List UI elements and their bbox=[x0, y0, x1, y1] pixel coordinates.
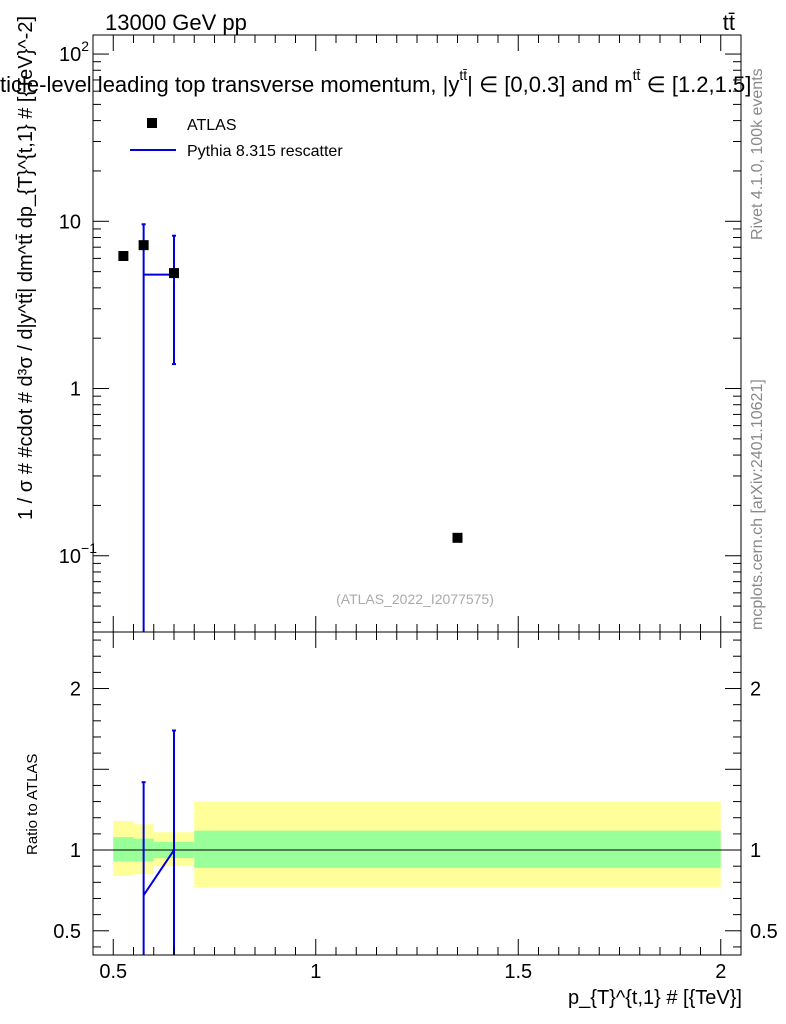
main-y-tick-label: 102 bbox=[59, 38, 89, 66]
rivet-label: Rivet 4.1.0, 100k events bbox=[749, 68, 766, 240]
atlas-data-point bbox=[138, 240, 149, 251]
ratio-panel-frame bbox=[92, 631, 742, 956]
main-panel: 10−1 1 10 102 (ATLAS_2022_I2077575) 1 / σ #… bbox=[15, 16, 742, 633]
main-y-tick-label: 1 bbox=[70, 379, 81, 401]
ratio-y-tick-label-right: 0.5 bbox=[750, 921, 778, 943]
ratio-ticks: 0.5 1 1.5 2 0.5 0.5 1 1 2 2 bbox=[53, 632, 778, 983]
x-tick-label: 1 bbox=[310, 961, 321, 983]
main-ticks: 10−1 1 10 102 bbox=[59, 35, 742, 632]
ratio-band-inner bbox=[194, 830, 721, 868]
ratio-y-tick-label: 0.5 bbox=[53, 921, 81, 943]
atlas-data-point bbox=[169, 268, 179, 279]
plot-title-sup2: tt̄ bbox=[633, 67, 641, 83]
main-y-tick-label: 10−1 bbox=[59, 540, 97, 568]
atlas-data-point bbox=[118, 251, 129, 262]
ratio-panel: 0.5 1 1.5 2 0.5 0.5 1 1 2 2 Ratio to ATLAS p_{T}^… bbox=[24, 631, 778, 1009]
legend-data-marker bbox=[147, 118, 157, 128]
mcplots-label: mcplots.cern.ch [arXiv:2401.10621] bbox=[749, 379, 766, 630]
main-y-axis-label: 1 / σ # #cdot # d³σ / d|y^tt̄| dm^tt̄ dp… bbox=[15, 16, 37, 520]
plot-title: ticle-level leading top transverse momen… bbox=[0, 67, 751, 97]
ratio-y-tick-label-right: 2 bbox=[750, 679, 761, 701]
main-marks bbox=[118, 223, 463, 632]
ratio-band-inner bbox=[113, 837, 134, 862]
atlas-data-point bbox=[452, 532, 463, 543]
main-y-tick-label: 10 bbox=[59, 211, 81, 233]
energy-label: 13000 GeV pp bbox=[105, 10, 247, 35]
x-tick-label: 0.5 bbox=[99, 961, 127, 983]
ratio-y-tick-label-right: 1 bbox=[750, 840, 761, 862]
ratio-y-tick-label: 1 bbox=[70, 840, 81, 862]
plot-title-part2: | ∈ [0,0.3] and m bbox=[467, 72, 633, 97]
x-axis-label: p_{T}^{t,1} # [{TeV}] bbox=[568, 987, 742, 1009]
legend-mc-label: Pythia 8.315 rescatter bbox=[187, 143, 343, 160]
ratio-y-tick-label: 2 bbox=[70, 679, 81, 701]
watermark: (ATLAS_2022_I2077575) bbox=[336, 591, 494, 607]
ratio-y-axis-label: Ratio to ATLAS bbox=[24, 754, 41, 855]
ratio-marks bbox=[93, 729, 741, 955]
plot-title-part1: ticle-level leading top transverse momen… bbox=[0, 72, 459, 97]
ratio-mc-line bbox=[142, 849, 175, 896]
x-tick-label: 1.5 bbox=[504, 961, 532, 983]
x-tick-label: 2 bbox=[715, 961, 726, 983]
plot-title-part3: ∈ [1.2,1.5] bbox=[640, 72, 751, 97]
legend: ATLAS Pythia 8.315 rescatter bbox=[130, 117, 343, 160]
process-label: tt̄ bbox=[723, 10, 735, 35]
legend-data-label: ATLAS bbox=[187, 117, 237, 134]
plot-title-sup1: tt̄ bbox=[459, 67, 467, 83]
